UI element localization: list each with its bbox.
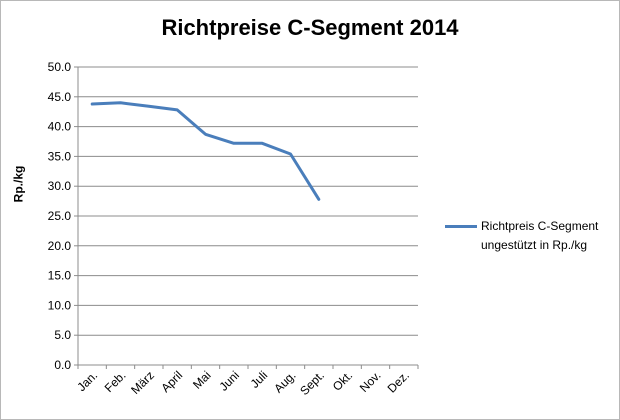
x-tick-label: Juni <box>216 368 241 393</box>
y-tick-label: 50.0 <box>48 60 72 74</box>
x-tick-label: Okt. <box>330 368 355 393</box>
x-tick-label: März <box>128 368 157 397</box>
x-tick-label: Dez. <box>385 368 412 395</box>
x-tick-label: Jan. <box>74 368 100 394</box>
x-tick-label: Nov. <box>357 368 384 395</box>
x-tick-label: Sept. <box>297 368 327 398</box>
x-tick-label: Aug. <box>271 368 298 395</box>
y-tick-label: 30.0 <box>48 179 72 193</box>
y-tick-label: 40.0 <box>48 120 72 134</box>
y-tick-label: 5.0 <box>54 328 71 342</box>
y-tick-label: 10.0 <box>48 298 72 312</box>
legend-swatch <box>445 225 477 228</box>
legend-entry-label: Richtpreis C-Segment ungestützt in Rp./k… <box>481 219 599 252</box>
y-tick-label: 35.0 <box>48 149 72 163</box>
x-tick-label: Juli <box>248 368 271 391</box>
y-tick-label: 15.0 <box>48 269 72 283</box>
y-tick-label: 25.0 <box>48 209 72 223</box>
chart-title: Richtpreise C-Segment 2014 <box>161 15 459 40</box>
x-tick-label: Mai <box>190 368 214 392</box>
y-tick-label: 20.0 <box>48 239 72 253</box>
series-line <box>90 101 321 201</box>
x-tick-label: Feb. <box>102 368 129 395</box>
x-tick-label: April <box>158 368 185 395</box>
y-tick-label: 0.0 <box>54 358 71 372</box>
y-tick-label: 45.0 <box>48 90 72 104</box>
